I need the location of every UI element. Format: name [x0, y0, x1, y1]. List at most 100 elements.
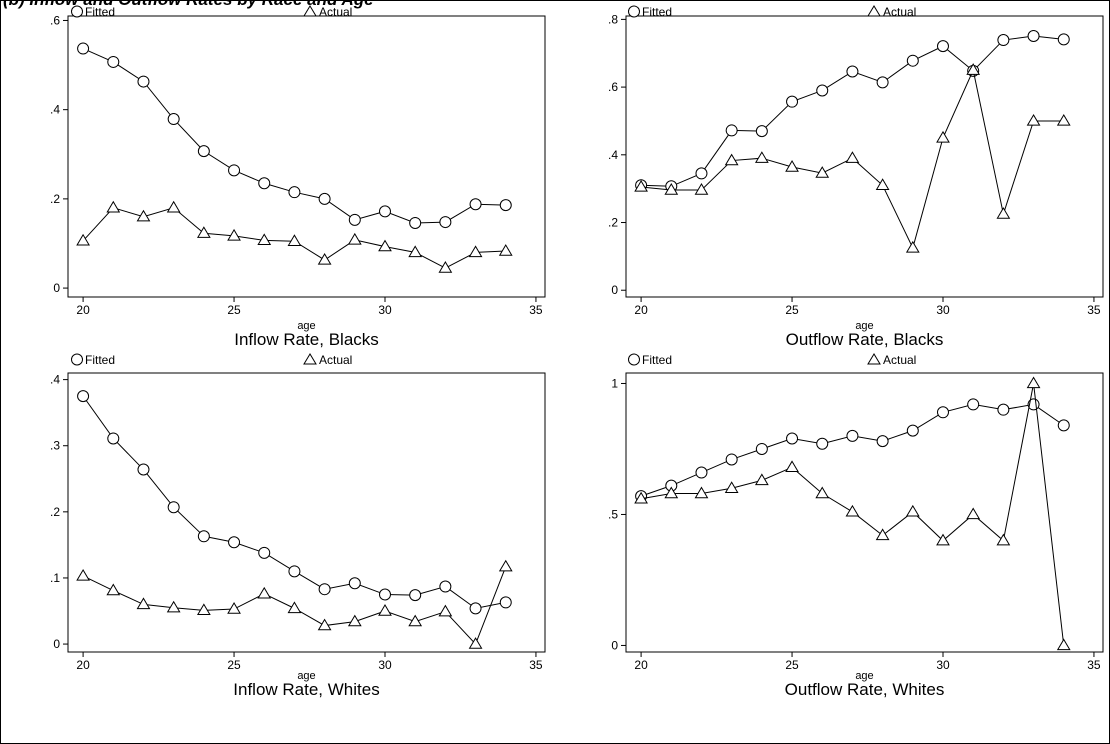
actual-point	[106, 200, 121, 213]
legend-fitted-label: Fitted	[85, 5, 115, 19]
y-tick-label: .1	[50, 571, 60, 585]
figure-title: (b) Inflow and Outflow Rates by Race and…	[3, 0, 374, 10]
y-tick-label: .4	[608, 148, 618, 162]
x-tick-label: 25	[227, 658, 241, 672]
x-axis-label: age	[297, 670, 315, 682]
actual-point	[815, 486, 830, 499]
actual-point	[634, 179, 648, 192]
legend-fitted-marker	[71, 5, 83, 18]
actual-point	[136, 597, 151, 610]
actual-point	[438, 604, 453, 617]
actual-point	[664, 486, 679, 499]
panel-title: Outflow Rate, Whites	[785, 680, 945, 699]
fitted-point	[228, 536, 241, 549]
y-tick-label: .6	[608, 80, 618, 94]
x-tick-label: 20	[634, 658, 648, 672]
fitted-point	[695, 167, 708, 180]
fitted-point	[439, 216, 452, 229]
actual-point	[136, 209, 151, 222]
fitted-point	[77, 42, 90, 55]
fitted-point	[137, 75, 150, 88]
actual-point	[724, 481, 739, 493]
fitted-point	[258, 177, 271, 190]
y-tick-label: 0	[53, 637, 60, 651]
legend-actual-marker	[303, 353, 317, 365]
actual-point	[347, 232, 362, 245]
plot-region	[625, 372, 1104, 653]
actual-point	[845, 151, 860, 163]
legend-actual-label: Actual	[883, 5, 916, 19]
fitted-point	[378, 205, 391, 218]
actual-point	[227, 228, 241, 241]
actual-point	[996, 207, 1011, 219]
actual-point	[724, 153, 739, 166]
fitted-point	[288, 186, 301, 199]
y-tick-label: .8	[608, 12, 618, 26]
x-tick-label: 25	[785, 658, 799, 672]
x-tick-label: 20	[76, 658, 90, 672]
actual-point	[196, 226, 211, 238]
actual-point	[378, 239, 392, 252]
fitted-point	[318, 583, 331, 596]
actual-point	[1026, 113, 1041, 126]
actual-point	[257, 233, 272, 246]
fitted-point	[755, 442, 768, 455]
fitted-point	[846, 429, 859, 442]
actual-point	[378, 604, 392, 616]
actual-point	[76, 568, 90, 581]
actual-point	[287, 234, 302, 246]
y-tick-label: .4	[50, 103, 60, 117]
fitted-point	[378, 588, 391, 601]
actual-point	[227, 602, 241, 614]
fitted-point	[197, 530, 210, 543]
fitted-point	[936, 406, 949, 419]
actual-point	[936, 130, 950, 143]
actual-point	[1056, 113, 1071, 126]
legend-actual-marker	[867, 5, 881, 17]
actual-point	[875, 178, 890, 190]
fitted-point	[348, 213, 361, 226]
panel-title: Outflow Rate, Blacks	[786, 330, 944, 349]
actual-point	[438, 261, 453, 273]
actual-point	[634, 491, 648, 504]
plot-region	[625, 15, 1104, 298]
x-tick-label: 35	[529, 303, 543, 317]
actual-point	[287, 601, 302, 614]
panel-title: Inflow Rate, Whites	[233, 680, 379, 699]
legend-actual-label: Actual	[883, 353, 916, 367]
x-tick-label: 20	[634, 303, 648, 317]
actual-point	[408, 614, 423, 627]
actual-point	[317, 252, 332, 265]
actual-point	[1026, 376, 1041, 389]
series-line-circle	[641, 35, 1064, 187]
actual-point	[905, 504, 920, 517]
x-tick-label: 35	[529, 658, 543, 672]
fitted-point	[318, 192, 331, 205]
x-axis-label: age	[297, 320, 315, 332]
fitted-point	[228, 164, 241, 177]
fitted-point	[997, 403, 1010, 416]
y-tick-label: .2	[608, 216, 618, 230]
y-tick-label: .4	[50, 373, 60, 387]
x-tick-label: 25	[227, 303, 241, 317]
fitted-point	[816, 84, 829, 97]
y-tick-label: 1	[611, 376, 618, 390]
x-tick-label: 25	[785, 303, 799, 317]
fitted-point	[107, 55, 120, 68]
actual-point	[966, 507, 981, 520]
legend-fitted-label: Fitted	[642, 5, 672, 19]
y-tick-label: .6	[50, 13, 60, 27]
fitted-point	[997, 34, 1010, 47]
actual-point	[347, 614, 362, 627]
panel-title: Inflow Rate, Blacks	[234, 330, 379, 349]
fitted-point	[499, 596, 512, 609]
x-tick-label: 35	[1087, 303, 1101, 317]
fitted-point	[409, 589, 422, 602]
y-tick-label: .3	[50, 439, 60, 453]
y-tick-label: 0	[611, 638, 618, 652]
legend-fitted-marker	[71, 353, 83, 366]
